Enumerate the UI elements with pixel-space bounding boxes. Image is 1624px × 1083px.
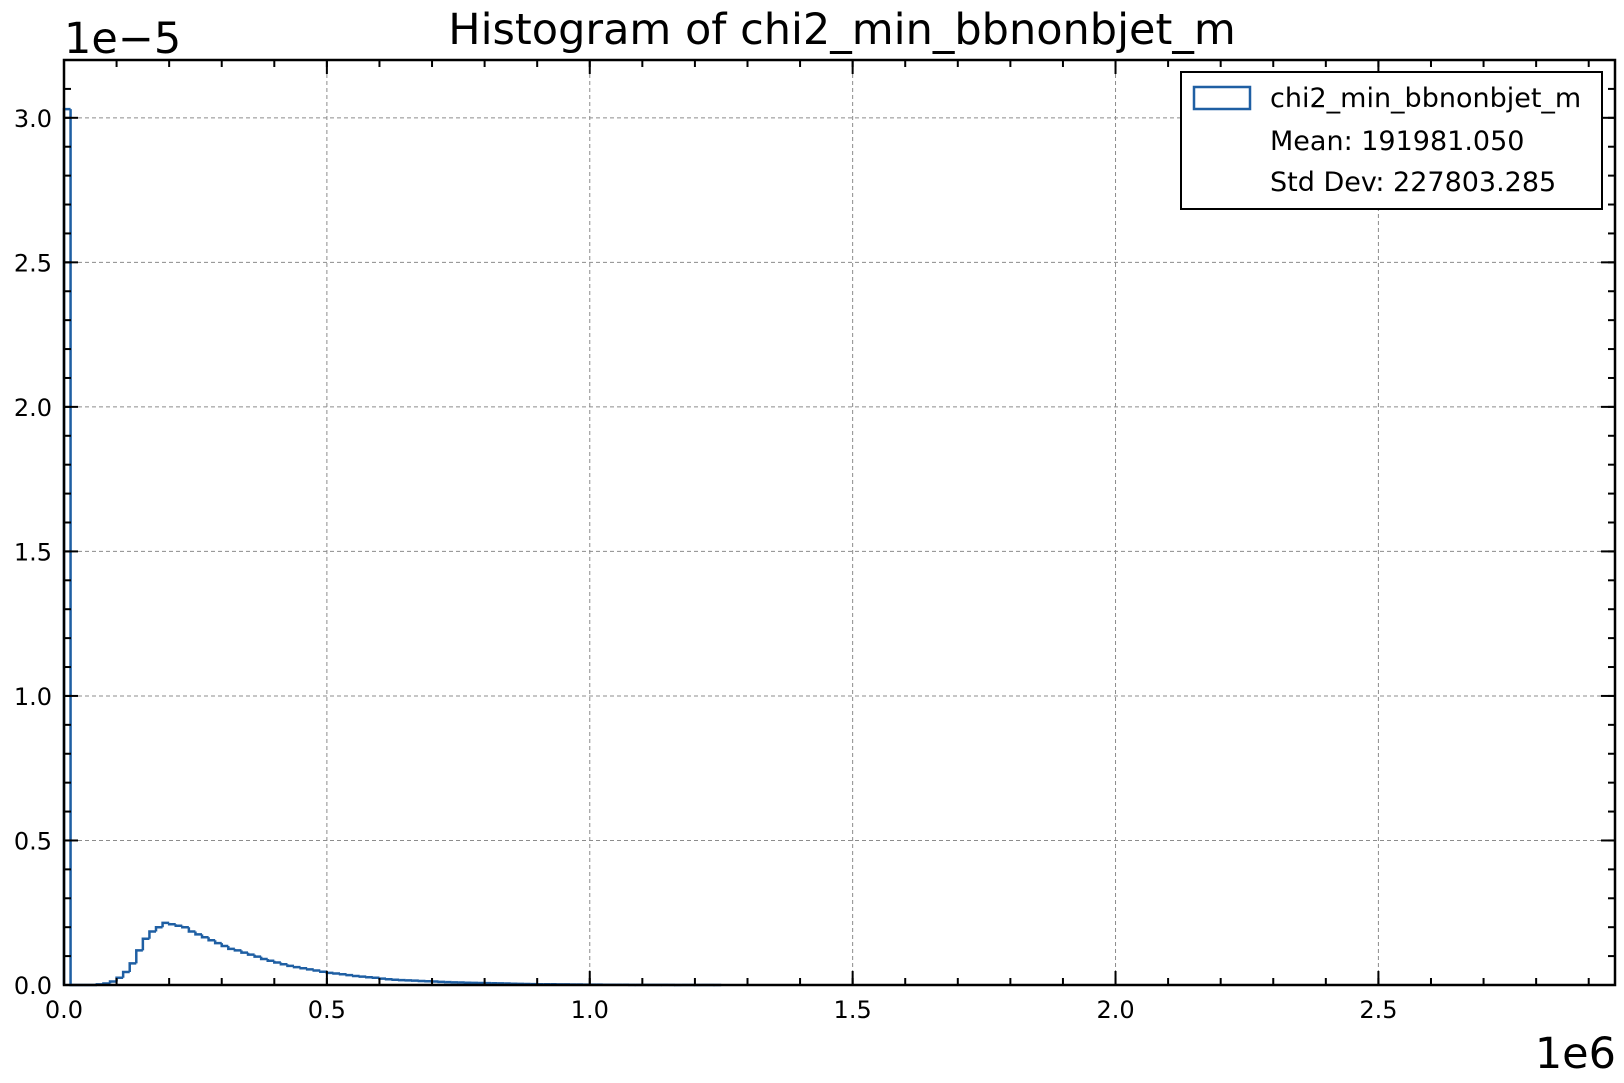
y-tick-label: 1.0 <box>14 683 52 711</box>
y-offset-label: 1e−5 <box>64 14 181 64</box>
histogram-bin <box>338 973 347 976</box>
histogram-bin <box>345 973 354 977</box>
histogram-bin <box>358 975 367 978</box>
histogram-bin <box>391 978 400 982</box>
y-tick-label: 0.0 <box>14 972 52 1000</box>
histogram-bin <box>108 980 117 984</box>
histogram-bin <box>128 962 137 972</box>
histogram-bin <box>246 952 255 956</box>
plot-frame <box>62 58 1617 987</box>
x-tick-label: 2.0 <box>1096 996 1134 1024</box>
histogram-bin <box>266 958 275 962</box>
x-tick-label: 1.5 <box>834 996 872 1024</box>
histogram-bin <box>121 970 130 978</box>
histogram-bin <box>319 970 327 973</box>
histogram-bin <box>148 930 157 939</box>
histogram-bin <box>200 934 209 939</box>
histogram-bin <box>371 976 380 980</box>
histogram-bin <box>167 922 176 926</box>
histogram-bin <box>141 937 150 951</box>
histogram-bin <box>384 977 393 981</box>
histogram-bin <box>365 975 373 979</box>
y-tick-label: 0.5 <box>14 827 52 855</box>
histogram-bin <box>207 937 216 942</box>
histogram-bin <box>259 956 268 961</box>
histogram-bin <box>135 949 143 964</box>
histogram-bin <box>305 968 314 971</box>
y-tick-label: 2.5 <box>14 249 52 277</box>
x-tick-label: 0.5 <box>308 996 346 1024</box>
histogram-bin <box>286 964 295 968</box>
legend-series-label: chi2_min_bbnonbjet_m <box>1270 83 1581 114</box>
grid-lines <box>64 60 1615 985</box>
histogram-bin <box>174 924 183 927</box>
histogram-bin <box>187 927 196 933</box>
legend-std-dev: Std Dev: 227803.285 <box>1270 167 1556 198</box>
histogram-bin <box>299 966 308 970</box>
histogram-bin <box>194 931 203 936</box>
legend-mean: Mean: 191981.050 <box>1270 126 1524 157</box>
y-tick-label: 3.0 <box>14 105 52 133</box>
y-tick-label: 1.5 <box>14 538 52 566</box>
histogram-bin <box>220 943 229 948</box>
legend: chi2_min_bbnonbjet_m Mean: 191981.050 St… <box>1180 71 1603 210</box>
legend-swatch <box>1192 85 1252 111</box>
x-offset-label: 1e6 <box>1535 1029 1616 1079</box>
y-tick-label: 2.0 <box>14 394 52 422</box>
histogram-bin <box>279 962 288 966</box>
histogram-bin <box>253 954 262 958</box>
histogram-bin <box>240 950 249 954</box>
histogram-bin <box>332 972 341 975</box>
histogram-bin <box>292 965 301 969</box>
histogram-bin <box>351 974 360 978</box>
x-tick-label: 1.0 <box>571 996 609 1024</box>
histogram-bin <box>227 945 235 951</box>
histogram-bin <box>161 921 170 928</box>
histogram-bin <box>154 925 163 932</box>
histogram-bin <box>312 969 321 972</box>
histogram-bin <box>233 948 242 952</box>
x-tick-label: 2.5 <box>1359 996 1397 1024</box>
histogram-bin <box>181 925 189 929</box>
x-tick-label: 0.0 <box>45 996 83 1024</box>
histogram-bin <box>213 940 222 945</box>
chart-title: Histogram of chi2_min_bbnonbjet_m <box>448 5 1235 55</box>
histogram-bin <box>273 960 281 964</box>
legend-box <box>1180 71 1603 210</box>
